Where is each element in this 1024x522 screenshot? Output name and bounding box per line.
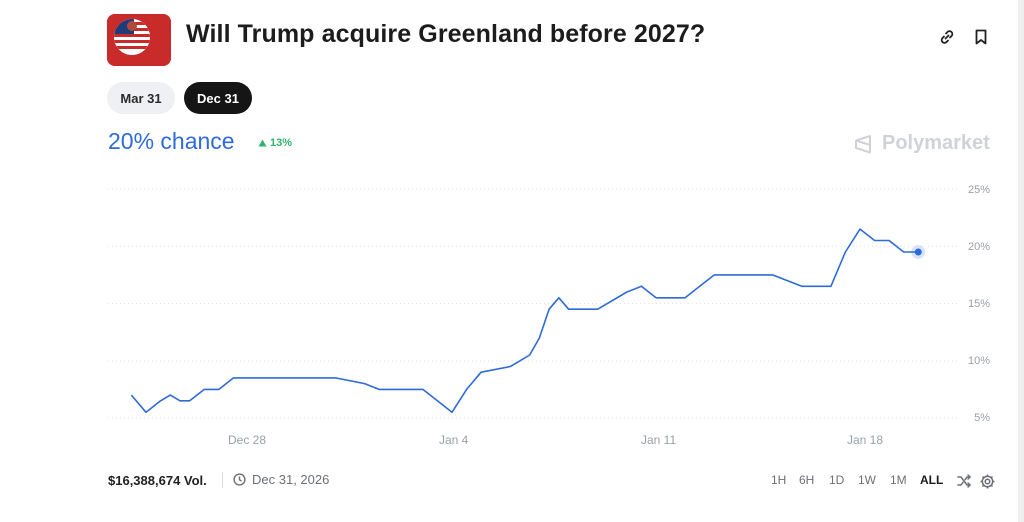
right-edge	[1018, 0, 1024, 522]
bookmark-icon[interactable]	[970, 26, 992, 48]
x-tick-label: Jan 18	[847, 433, 884, 447]
range-1w[interactable]: 1W	[858, 473, 876, 487]
settings-gear-icon[interactable]	[978, 472, 996, 490]
range-1h[interactable]: 1H	[771, 473, 787, 487]
end-date-text: Dec 31, 2026	[252, 472, 330, 487]
range-1m[interactable]: 1M	[890, 473, 907, 487]
delta-badge: 13%	[258, 137, 292, 149]
date-pill-mar-31[interactable]: Mar 31	[107, 82, 175, 114]
chart-series	[130, 228, 926, 414]
us-flag-avatar-icon	[107, 14, 171, 66]
brand-name: Polymarket	[882, 132, 990, 154]
y-tick-label: 5%	[974, 412, 990, 424]
market-title: Will Trump acquire Greenland before 2027…	[186, 20, 706, 48]
y-tick-label: 25%	[967, 184, 990, 196]
end-date: Dec 31, 2026	[233, 472, 329, 487]
range-6h[interactable]: 6H	[799, 473, 815, 487]
y-tick-label: 15%	[967, 298, 990, 310]
link-icon[interactable]	[936, 26, 958, 48]
delta-value: 13%	[270, 137, 293, 149]
x-tick-label: Dec 28	[228, 433, 267, 447]
polymarket-icon	[855, 134, 871, 153]
up-arrow-icon	[258, 139, 267, 147]
date-pill-dec-31[interactable]: Dec 31	[184, 82, 252, 114]
divider	[222, 472, 223, 488]
x-tick-label: Jan 4	[439, 433, 469, 447]
chance-text: 20% chance	[108, 128, 235, 154]
clock-icon	[233, 473, 246, 486]
y-tick-label: 10%	[967, 355, 990, 367]
series-line	[130, 228, 919, 414]
last-point-marker	[914, 248, 922, 256]
chart-grid	[108, 188, 960, 419]
y-tick-label: 20%	[967, 241, 990, 253]
polymarket-logo: Polymarket	[852, 132, 990, 155]
range-1d[interactable]: 1D	[829, 473, 845, 487]
x-tick-label: Jan 11	[641, 433, 677, 447]
volume-text: $16,388,674 Vol.	[108, 473, 207, 488]
range-all[interactable]: ALL	[920, 473, 944, 487]
shuffle-icon[interactable]	[955, 472, 973, 490]
